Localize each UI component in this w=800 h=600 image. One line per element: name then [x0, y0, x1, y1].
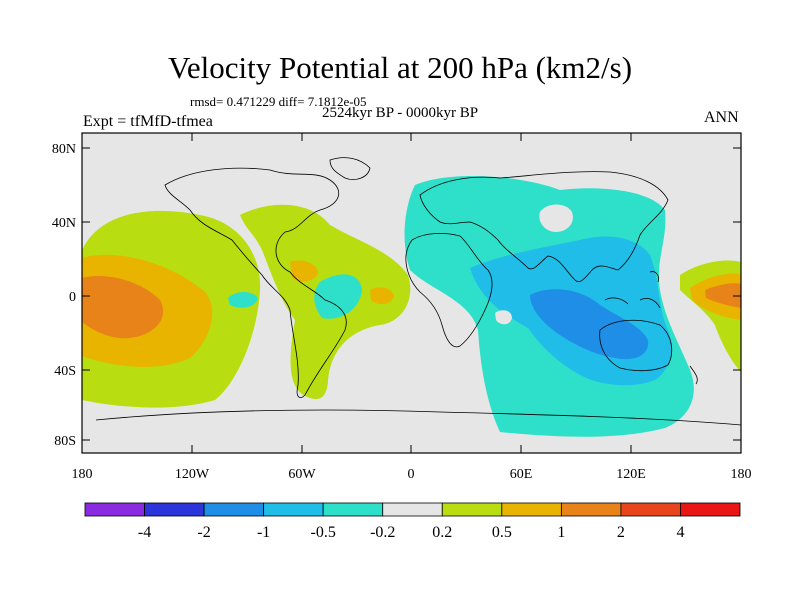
y-axis [82, 147, 741, 441]
x-tick-label: 60W [288, 467, 316, 482]
colorbar-label: -1 [257, 524, 270, 541]
experiment-label: Expt = tfMfD-tfmea [83, 113, 213, 130]
stats-text: rmsd= 0.471229 diff= 7.1812e-05 [190, 94, 367, 109]
y-tick-label: 80S [54, 434, 76, 449]
colorbar-swatch [382, 502, 443, 517]
contour-dateline-1 [705, 283, 741, 308]
x-tick-label: 180 [72, 467, 93, 482]
season-label: ANN [704, 109, 739, 126]
colorbar-swatch [501, 502, 562, 517]
colorbar-label: -0.2 [370, 524, 395, 541]
colorbar-swatch [441, 502, 503, 517]
contour-fields [82, 157, 741, 437]
contour-east-pos-hole-2 [495, 310, 512, 325]
colorbar-swatch [263, 502, 324, 517]
map-title: Velocity Potential at 200 hPa (km2/s) [167, 50, 633, 85]
y-tick-label: 80N [52, 142, 76, 157]
period-label: 2524kyr BP - 0000kyr BP [321, 105, 479, 121]
coastlines [95, 157, 741, 426]
contour-pacific-1 [82, 276, 164, 339]
colorbar-swatch [144, 502, 205, 517]
colorbar-swatch [203, 502, 265, 517]
x-tick-label: 180 [731, 467, 752, 482]
colorbar-label: 4 [676, 524, 684, 541]
contour-atlantic-0.5-a [290, 260, 318, 282]
contour-atlantic-neg-b [314, 274, 362, 319]
colorbar-label: 2 [617, 524, 625, 541]
contour-atlantic-0.5-b [370, 287, 394, 305]
colorbar-label: -0.5 [311, 524, 336, 541]
contour-east-neg-1 [530, 289, 649, 360]
contour-east-pos-hole [539, 204, 573, 232]
colorbar-swatch [620, 502, 681, 517]
colorbar-label: 1 [557, 524, 565, 541]
colorbar-swatch [84, 502, 145, 517]
x-axis [81, 133, 742, 453]
x-tick-label: 0 [408, 467, 415, 482]
colorbar-swatch [322, 502, 384, 517]
colorbar-label: 0.2 [432, 524, 452, 541]
colorbar-swatch [560, 502, 622, 517]
contour-atlantic-neg-a [228, 292, 258, 308]
x-tick-label: 60E [510, 467, 533, 482]
colorbar-label: -2 [197, 524, 210, 541]
colorbar-swatch [680, 502, 741, 517]
x-tick-label: 120E [616, 467, 646, 482]
y-tick-label: 0 [69, 290, 76, 305]
y-tick-label: 40N [52, 216, 76, 231]
colorbar-label: 0.5 [492, 524, 512, 541]
y-tick-label: 40S [54, 364, 76, 379]
x-tick-label: 120W [175, 467, 210, 482]
colorbar-label: -4 [138, 524, 151, 541]
